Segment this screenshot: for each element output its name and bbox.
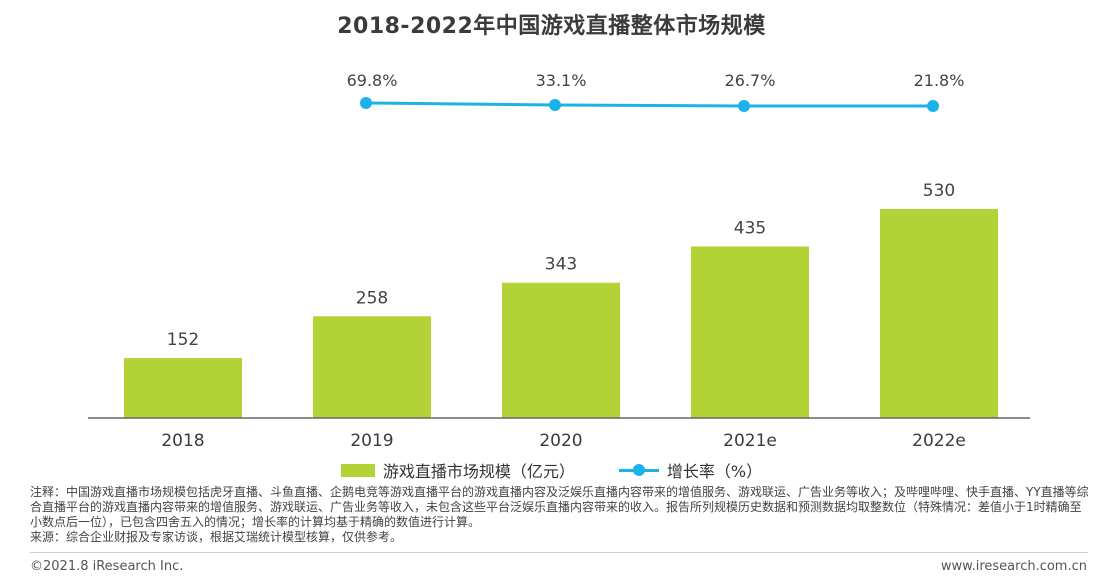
source-text: 来源：综合企业财报及专家访谈，根据艾瑞统计模型核算，仅供参考。 xyxy=(30,530,403,544)
growth-rate-label-2021e: 26.7% xyxy=(725,71,776,90)
bar-value-label-2022e: 530 xyxy=(923,181,955,201)
x-tick-label-2021e: 2021e xyxy=(723,431,777,451)
legend: 游戏直播市场规模（亿元） 增长率（%） xyxy=(0,458,1103,482)
bar-2021e xyxy=(691,246,809,418)
bar-2020 xyxy=(502,282,620,418)
growth-rate-label-2022e: 21.8% xyxy=(914,71,965,90)
growth-rate-layer: 69.8% 33.1% 26.7% 21.8% xyxy=(347,71,965,112)
bar-2022e xyxy=(880,209,998,418)
growth-rate-point-2020 xyxy=(549,99,561,111)
legend-bar-swatch xyxy=(340,463,375,477)
x-tick-label-2018: 2018 xyxy=(161,431,204,451)
bar-2019 xyxy=(313,316,431,418)
legend-item-growth-rate: 增长率（%） xyxy=(618,458,763,482)
x-tick-label-2020: 2020 xyxy=(539,431,582,451)
bar-value-label-2020: 343 xyxy=(545,255,577,275)
growth-rate-point-2022e xyxy=(927,100,939,112)
legend-line-label: 增长率（%） xyxy=(666,462,763,481)
copyright-text: ©2021.8 iResearch Inc. xyxy=(30,559,184,574)
bar-2018 xyxy=(124,358,242,418)
chart-notes: 注释：中国游戏直播市场规模包括虎牙直播、斗鱼直播、企鹅电竞等游戏直播平台的游戏直… xyxy=(30,485,1090,545)
growth-rate-line xyxy=(365,101,933,108)
bar-value-label-2018: 152 xyxy=(167,330,199,350)
chart-title: 2018-2022年中国游戏直播整体市场规模 xyxy=(337,14,766,39)
footer-divider xyxy=(30,552,1088,553)
growth-rate-label-2019: 69.8% xyxy=(347,71,398,90)
note-text: 注释：中国游戏直播市场规模包括虎牙直播、斗鱼直播、企鹅电竞等游戏直播平台的游戏直… xyxy=(30,485,1089,529)
bar-layer: 152 258 343 435 530 xyxy=(124,181,998,418)
x-tick-layer: 2018 2019 2020 2021e 2022e xyxy=(161,431,966,451)
legend-item-market-size: 游戏直播市场规模（亿元） xyxy=(340,458,575,482)
bar-value-label-2021e: 435 xyxy=(734,218,766,238)
chart-svg: 69.8% 33.1% 26.7% 21.8% 152 258 343 435 530 201… xyxy=(88,71,1030,451)
legend-bar-label: 游戏直播市场规模（亿元） xyxy=(382,462,575,481)
x-tick-label-2022e: 2022e xyxy=(912,431,966,451)
growth-rate-point-2021e xyxy=(738,100,750,112)
bar-value-label-2019: 258 xyxy=(356,288,388,308)
website-link[interactable]: www.iresearch.com.cn xyxy=(940,559,1087,574)
x-tick-label-2019: 2019 xyxy=(350,431,393,451)
growth-rate-label-2020: 33.1% xyxy=(536,71,587,90)
legend-line-swatch xyxy=(618,463,659,477)
growth-rate-point-2019 xyxy=(360,97,372,109)
